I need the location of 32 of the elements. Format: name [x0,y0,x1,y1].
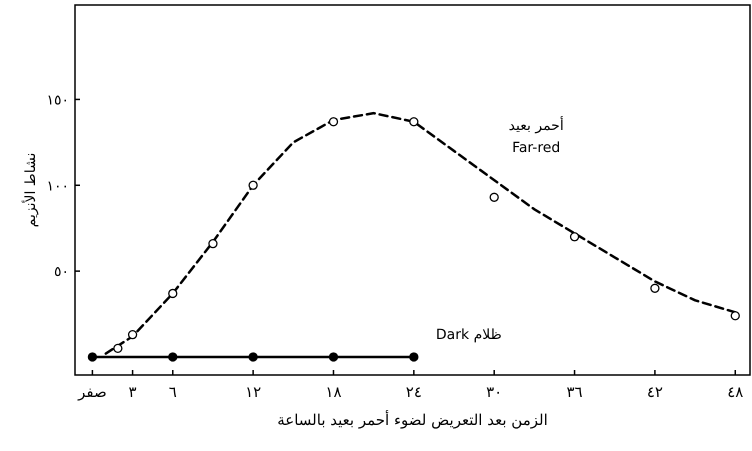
x-tick-label: ٣٦ [566,383,583,401]
point [490,192,499,202]
point [248,352,258,362]
x-tick-label: ٣٠ [486,383,502,401]
point [208,239,218,248]
x-tick-label: ٢٤ [406,383,422,401]
point [650,284,660,293]
point [409,117,418,126]
x-tick-label: ٣ [128,383,137,401]
x-axis-title: الزمن بعد التعريض لضوء أحمر بعيد بالساعة [277,410,548,429]
x-tick-label: صفر [77,383,107,401]
point [328,352,338,362]
point [113,344,123,354]
point [409,352,418,362]
point [730,311,740,320]
y-tick-label: ١٥٠ [46,92,69,108]
x-tick-label: ٤٨ [727,383,744,401]
point [128,330,138,340]
point [168,288,178,298]
x-tick-label: ١٨ [325,383,342,401]
x-tick-label: ٤٢ [646,383,663,401]
x-tick-label: ٦ [168,383,177,401]
y-tick-label: ١٠٠ [46,178,69,194]
point [570,232,580,242]
point [248,180,258,190]
x-tick-label: ١٢ [245,383,262,401]
y-axis-title: نشاط الأنزيم [21,152,39,228]
point [88,352,98,362]
point [328,117,338,126]
series-label: Dark ظلام [436,326,502,343]
point [168,352,178,362]
y-tick-label: ٥٠ [54,264,69,280]
